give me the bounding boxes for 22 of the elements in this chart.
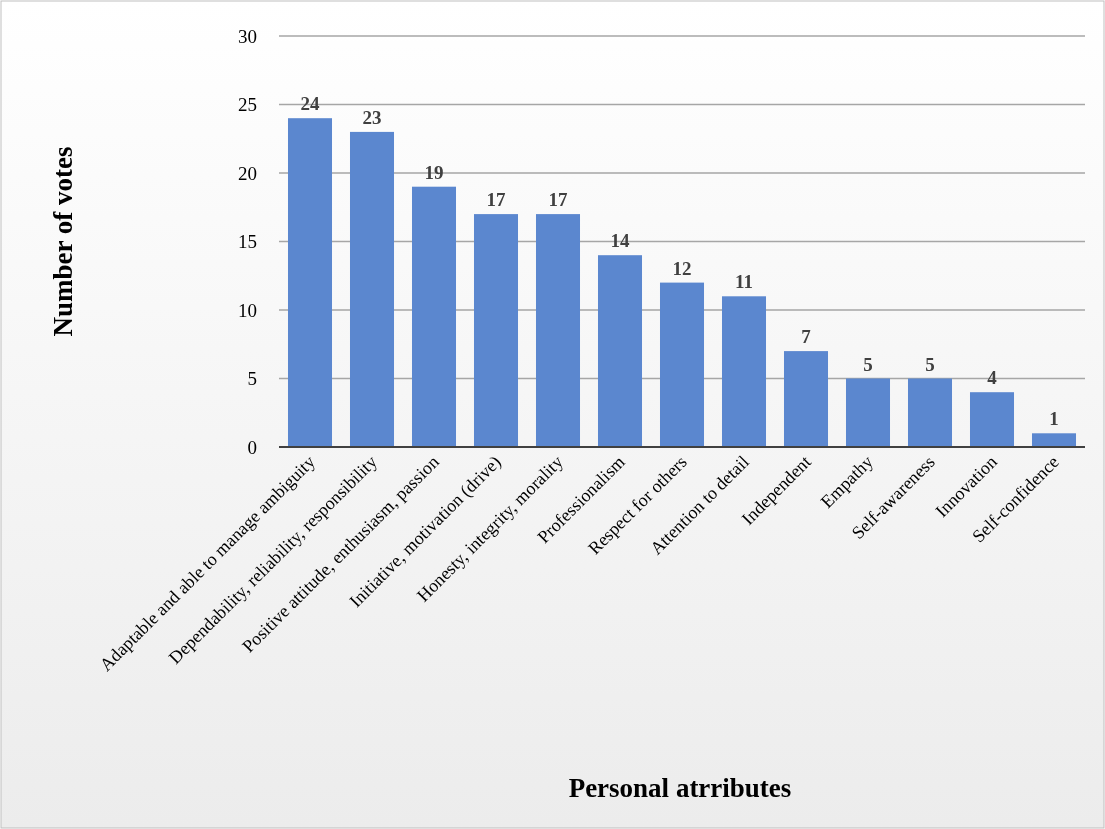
x-axis-title: Personal atrributes — [568, 773, 792, 803]
y-tick-label: 15 — [238, 231, 257, 253]
data-label: 7 — [801, 326, 812, 348]
data-label: 24 — [300, 93, 320, 115]
data-label: 4 — [987, 367, 998, 389]
data-label: 1 — [1049, 408, 1059, 430]
data-label: 12 — [672, 257, 692, 279]
data-label: 17 — [548, 189, 568, 211]
data-label: 17 — [486, 189, 506, 211]
data-label: 5 — [925, 353, 935, 375]
y-tick-label: 0 — [247, 436, 257, 458]
y-tick-label: 25 — [238, 94, 257, 116]
y-tick-label: 20 — [238, 162, 257, 184]
y-axis-title: Number of votes — [48, 146, 78, 337]
data-label: 14 — [610, 230, 630, 252]
data-label: 19 — [424, 161, 444, 183]
y-tick-label: 10 — [238, 299, 257, 321]
data-label: 23 — [362, 106, 382, 128]
y-tick-label: 30 — [238, 25, 257, 47]
data-label: 5 — [863, 353, 873, 375]
y-tick-label: 5 — [247, 368, 257, 390]
data-label: 11 — [735, 271, 753, 293]
